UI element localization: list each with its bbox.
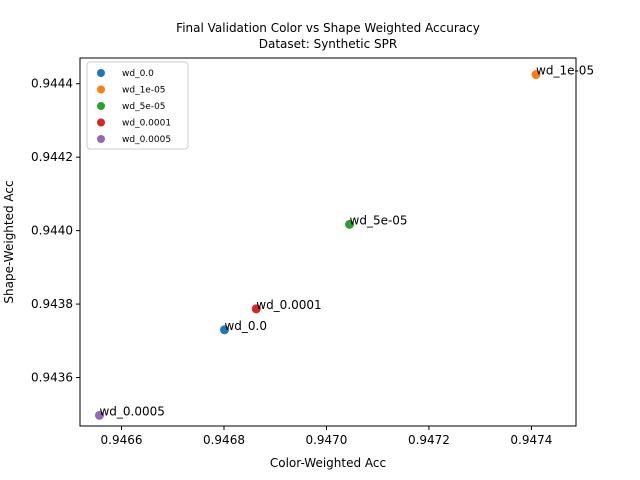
x-axis-ticks: 0.9466 0.9468 0.9470 0.9472 0.9474 (101, 426, 552, 447)
x-axis-label: Color-Weighted Acc (270, 456, 386, 470)
x-tick-label: 0.9468 (203, 433, 245, 447)
scatter-point (251, 304, 261, 314)
x-tick-label: 0.9474 (510, 433, 552, 447)
point-label: wd_0.0005 (99, 404, 164, 418)
scatter-point (219, 325, 229, 335)
y-tick-label: 0.9436 (31, 371, 73, 385)
chart-title: Final Validation Color vs Shape Weighted… (176, 21, 480, 35)
legend-entries: wd_0.0 wd_1e-05 wd_5e-05 wd_0.0001 wd_0.0005 (97, 69, 171, 145)
x-tick-label: 0.9470 (305, 433, 347, 447)
scatter-point (345, 219, 355, 229)
point-label: wd_0.0 (224, 319, 267, 333)
legend-marker (97, 118, 105, 127)
scatter-point (94, 410, 104, 420)
point-label: wd_0.0001 (256, 298, 321, 312)
legend-marker (97, 135, 105, 143)
legend-box (86, 61, 189, 150)
y-axis-label: Shape-Weighted Acc (2, 180, 16, 303)
legend-label: wd_1e-05 (122, 86, 166, 96)
legend-label: wd_0.0005 (122, 135, 171, 145)
legend-label: wd_0.0001 (122, 119, 171, 129)
legend-marker (97, 102, 105, 110)
legend-label: wd_0.0 (122, 69, 154, 79)
y-tick-label: 0.9440 (31, 224, 73, 238)
chart-subtitle: Dataset: Synthetic SPR (259, 37, 398, 51)
scatter-point (531, 70, 541, 80)
x-tick-label: 0.9472 (408, 433, 450, 447)
point-label: wd_5e-05 (350, 213, 408, 227)
data-point-labels: wd_0.0 wd_1e-05 wd_5e-05 wd_0.0001 wd_0.0005 (99, 64, 594, 419)
legend-label: wd_5e-05 (122, 102, 166, 112)
y-tick-label: 0.9444 (31, 77, 73, 91)
y-tick-label: 0.9442 (31, 150, 73, 164)
legend: wd_0.0 wd_1e-05 wd_5e-05 wd_0.0001 wd_0.0005 (86, 61, 189, 150)
legend-marker (97, 69, 105, 77)
y-tick-label: 0.9438 (31, 297, 73, 311)
point-label: wd_1e-05 (536, 64, 594, 78)
x-tick-label: 0.9466 (101, 433, 143, 447)
data-points (94, 70, 541, 420)
y-axis-ticks: 0.9436 0.9438 0.9440 0.9442 0.9444 (31, 77, 80, 385)
legend-marker (97, 85, 105, 94)
